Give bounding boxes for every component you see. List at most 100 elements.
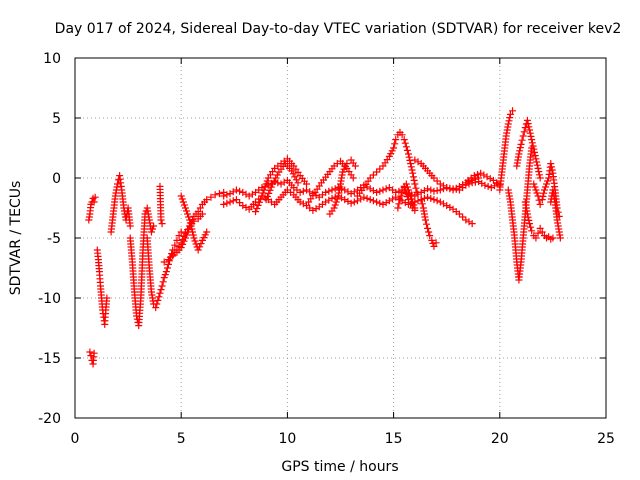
data-point — [254, 201, 262, 209]
data-point — [379, 200, 387, 208]
data-point — [294, 179, 302, 187]
data-point — [471, 175, 479, 183]
data-point — [330, 204, 338, 212]
data-point — [303, 180, 311, 188]
data-point — [530, 180, 538, 188]
data-point — [255, 198, 263, 206]
data-point — [528, 139, 536, 147]
data-point — [401, 139, 409, 147]
data-point — [523, 210, 531, 218]
data-point — [331, 185, 339, 193]
data-point — [515, 150, 523, 158]
y-tick-label: 0 — [52, 171, 61, 187]
data-point — [433, 177, 441, 185]
data-point — [524, 120, 532, 128]
data-point — [526, 129, 534, 137]
data-point — [186, 216, 194, 224]
data-point — [410, 176, 418, 184]
data-point — [229, 188, 237, 196]
data-point — [543, 180, 551, 188]
data-point — [409, 173, 417, 181]
data-point — [433, 197, 441, 205]
data-point — [149, 225, 157, 233]
data-point — [296, 188, 304, 196]
data-point — [547, 163, 555, 171]
data-point — [350, 198, 358, 206]
data-point — [189, 228, 197, 236]
data-point — [420, 187, 428, 195]
data-point — [407, 200, 415, 208]
data-point — [347, 190, 355, 198]
data-point — [401, 186, 409, 194]
data-point — [269, 180, 277, 188]
data-point — [220, 200, 228, 208]
y-tick-label: -20 — [38, 411, 61, 427]
data-point — [487, 184, 495, 192]
data-point — [402, 190, 410, 198]
data-point — [382, 199, 390, 207]
data-point — [350, 188, 358, 196]
data-point — [427, 194, 435, 202]
data-point — [518, 136, 526, 144]
data-point — [547, 160, 555, 168]
data-point — [541, 183, 549, 191]
data-point — [526, 126, 534, 134]
data-point — [312, 205, 320, 213]
data-point — [331, 201, 339, 209]
data-point — [452, 184, 460, 192]
data-point — [533, 161, 541, 169]
data-point — [523, 116, 531, 124]
data-point — [186, 219, 194, 227]
data-point — [527, 132, 535, 140]
data-point — [344, 197, 352, 205]
data-point — [190, 234, 198, 242]
y-tick-label: -10 — [38, 291, 61, 307]
data-point — [229, 197, 237, 205]
data-point — [183, 207, 191, 215]
data-point — [408, 166, 416, 174]
data-point — [155, 293, 163, 301]
data-point — [407, 160, 415, 168]
data-point — [178, 195, 186, 203]
data-point — [486, 175, 494, 183]
data-point — [341, 196, 349, 204]
data-point — [262, 180, 270, 188]
data-point — [270, 177, 278, 185]
data-point — [436, 198, 444, 206]
data-point — [455, 210, 463, 218]
data-point — [535, 168, 543, 176]
data-point — [411, 180, 419, 188]
y-tick-label: -5 — [47, 231, 61, 247]
data-point — [407, 163, 415, 171]
data-point — [504, 120, 512, 128]
data-point — [173, 236, 181, 244]
y-tick-label: 10 — [43, 51, 61, 67]
data-point — [528, 227, 536, 235]
data-point — [363, 194, 371, 202]
data-point — [506, 114, 514, 122]
data-point — [260, 186, 268, 194]
data-point — [389, 195, 397, 203]
data-point — [414, 197, 422, 205]
data-point — [333, 195, 341, 203]
data-point — [432, 239, 440, 247]
data-point — [420, 194, 428, 202]
data-point — [173, 246, 181, 254]
data-point — [349, 174, 357, 182]
data-point — [161, 271, 169, 279]
data-point — [440, 200, 448, 208]
data-point — [516, 147, 524, 155]
data-point — [126, 222, 134, 230]
data-point — [291, 173, 299, 181]
data-point — [519, 132, 527, 140]
data-point — [538, 196, 546, 204]
data-point — [232, 196, 240, 204]
data-point — [236, 187, 244, 195]
data-point — [162, 268, 170, 276]
data-point — [538, 228, 546, 236]
data-point — [423, 220, 431, 228]
data-point — [207, 193, 215, 201]
data-point — [232, 186, 240, 194]
data-point — [263, 177, 271, 185]
